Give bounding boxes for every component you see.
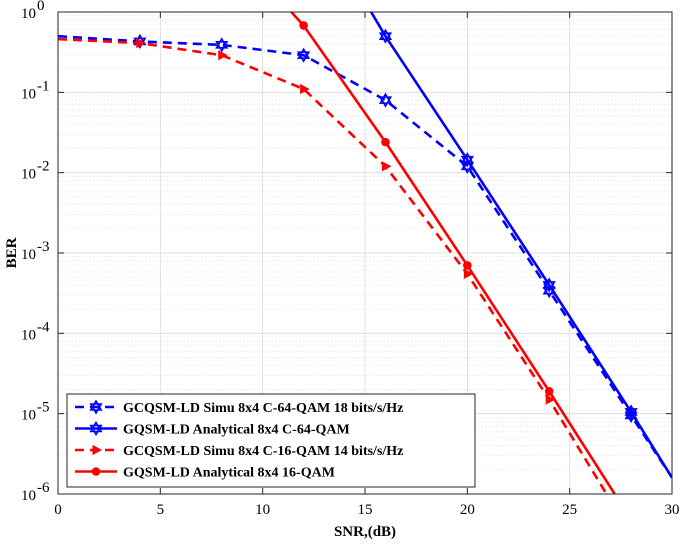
series-marker [91,467,101,476]
legend: GCQSM-LD Simu 8x4 C-64-QAM 18 bits/s/Hz G… [66,393,476,488]
series-marker [463,261,472,270]
series-marker [381,161,392,172]
hexagram-down [297,51,311,63]
hexagram-down [460,155,474,168]
hexagram-down [542,281,556,293]
x-tick-label: 15 [358,502,373,518]
hexagram-down [378,96,393,108]
hexagram-down [624,408,638,420]
y-tick-label-exponent: -1 [37,78,50,94]
y-axis-title: BER [4,237,20,268]
x-tick-label: 5 [157,502,165,518]
series-line [58,37,608,494]
y-tick-label: 10 [21,327,36,343]
x-tick-label: 20 [460,502,475,518]
series-marker [218,50,228,61]
legend-entry: GCQSM-LD Simu 8x4 C-16-QAM 14 bits/s/Hz [75,444,403,459]
series-line [58,34,672,479]
series-3 [58,37,608,494]
series-layer [58,12,672,494]
x-tick-label: 10 [255,502,270,518]
x-tick-label: 25 [562,502,577,518]
series-marker [624,404,638,420]
hexagram-up [624,404,638,416]
legend-box [66,393,476,488]
hexagram-up [215,37,229,49]
series-marker [89,399,103,415]
x-tick-label: 30 [665,502,680,518]
hexagram-up [297,47,311,59]
legend-entry: GCQSM-LD Simu 8x4 C-64-QAM 18 bits/s/Hz [75,399,403,416]
series-marker [297,47,311,63]
series-marker [545,394,556,405]
y-tick-label-exponent: 0 [37,0,45,14]
series-marker [542,277,556,293]
legend-label: GCQSM-LD Simu 8x4 C-16-QAM 14 bits/s/Hz [123,444,403,459]
series-marker [89,420,103,437]
x-tick-label: 0 [54,502,62,518]
hexagram-down [215,41,229,53]
y-tick-label-exponent: -2 [37,159,50,175]
series-marker [299,21,308,30]
x-axis-title: SNR,(dB) [334,524,396,540]
series-marker [215,37,229,53]
series-marker [92,444,103,456]
y-tick-label-exponent: -4 [37,319,50,335]
series-2 [370,12,672,479]
hexagram-down [378,32,393,44]
series-marker [300,83,310,95]
legend-entry: GQSM-LD Analytical 8x4 16-QAM [75,466,335,481]
legend-label: GQSM-LD Analytical 8x4 C-64-QAM [123,423,350,438]
hexagram-up [378,92,393,104]
series-marker [544,386,554,396]
y-tick-label: 10 [21,247,36,263]
series-marker [381,137,390,147]
hexagram-up [89,399,103,411]
y-tick-label: 10 [21,86,36,102]
series-marker [463,268,474,279]
hexagram-up [378,28,393,40]
y-tick-label: 10 [21,167,36,183]
series-line [370,12,672,479]
y-tick-label: 10 [21,6,36,22]
y-tick-label-exponent: -6 [37,480,50,496]
y-tick-label-exponent: -3 [37,239,50,255]
series-marker [378,28,393,44]
series-4 [290,12,616,494]
series-marker [378,92,393,108]
y-tick-label: 10 [21,408,36,424]
series-marker [460,152,474,168]
hexagram-down [89,403,103,415]
series-marker [136,38,146,49]
hexagram-up [460,152,474,164]
legend-entry: GQSM-LD Analytical 8x4 C-64-QAM [75,420,350,438]
hexagram-up [89,420,103,433]
hexagram-down [89,424,103,437]
legend-label: GCQSM-LD Simu 8x4 C-64-QAM 18 bits/s/Hz [123,401,403,416]
legend-label: GQSM-LD Analytical 8x4 16-QAM [123,466,335,481]
y-tick-label-exponent: -5 [37,400,50,416]
hexagram-up [542,277,556,289]
y-tick-label: 10 [21,488,36,504]
ticks [57,11,673,495]
